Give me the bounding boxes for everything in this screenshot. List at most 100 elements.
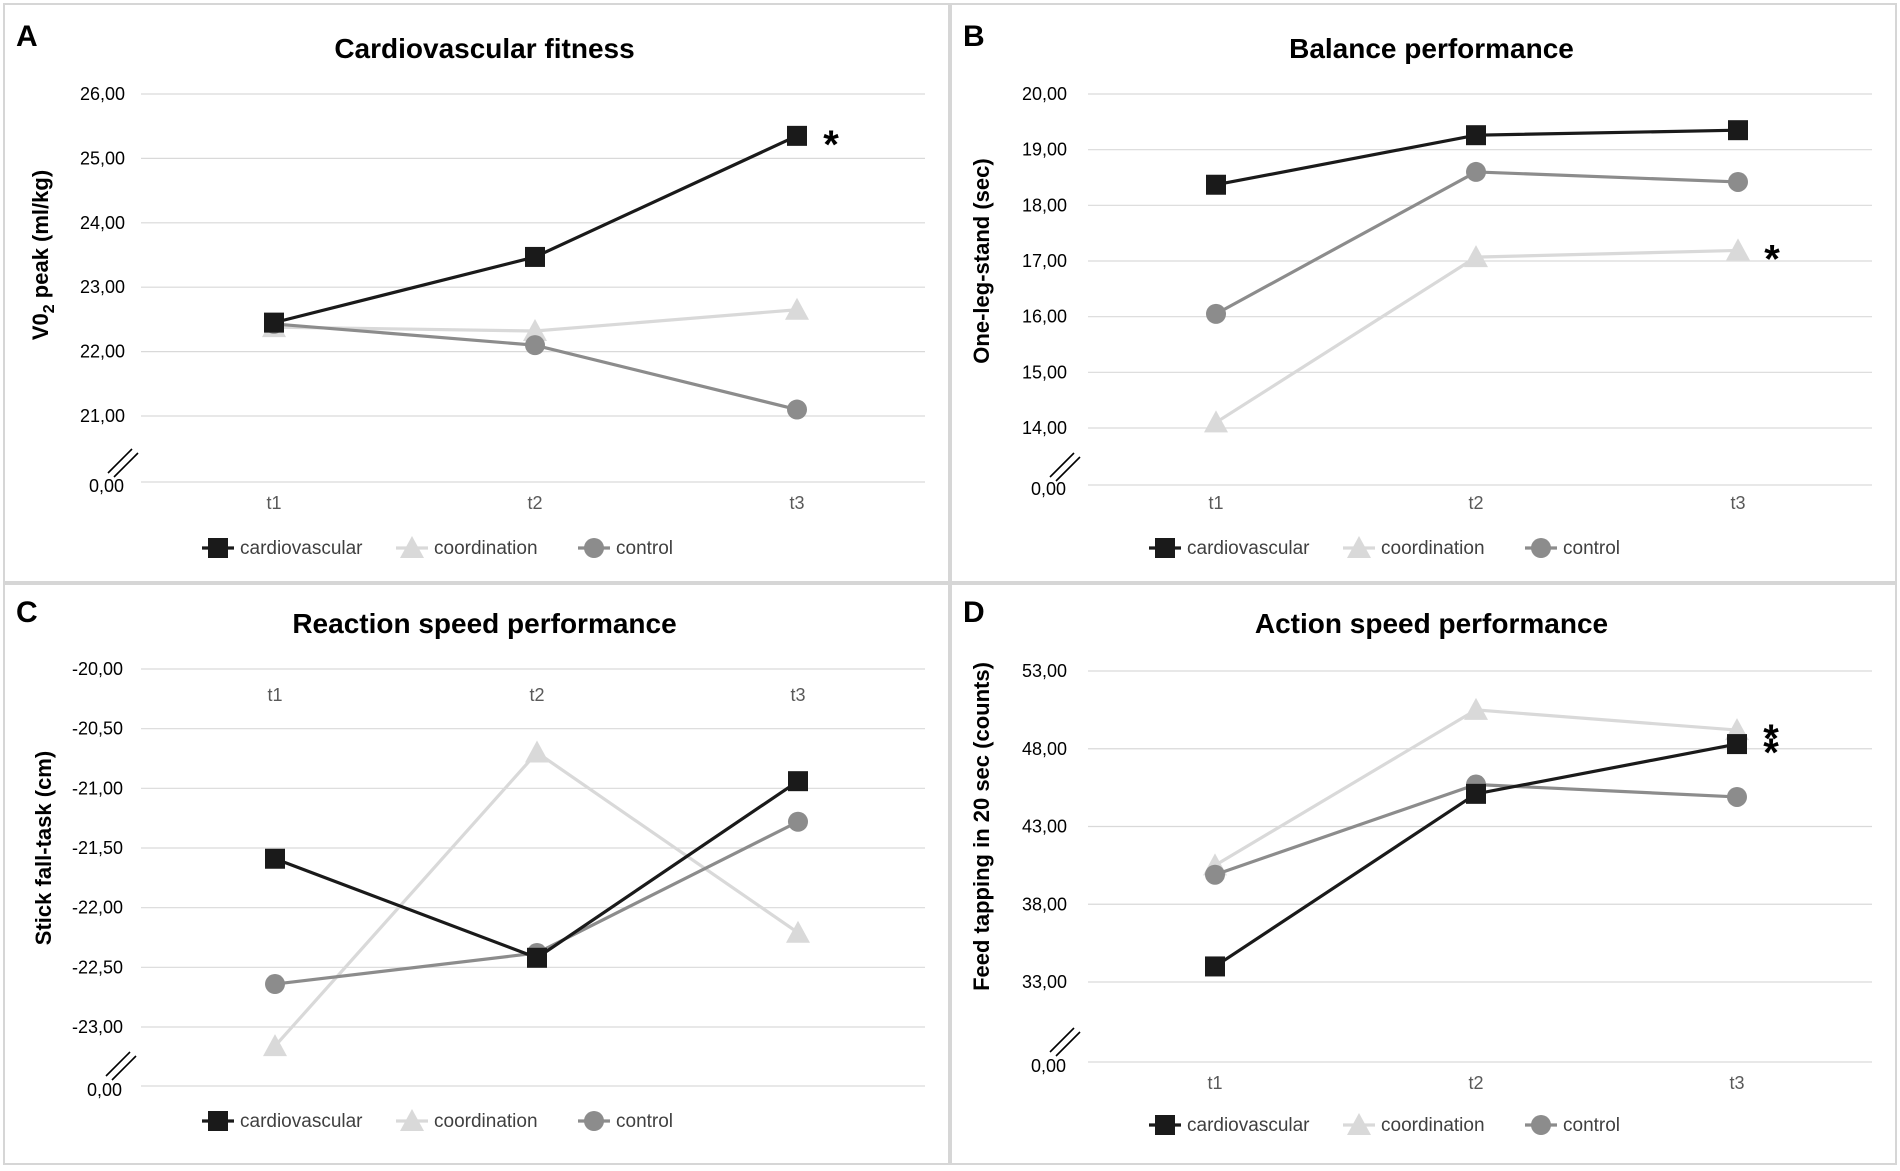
legend-label: control (1563, 538, 1620, 559)
y-tick-label: 43,00 (1022, 817, 1067, 837)
x-tick-label: t2 (1468, 493, 1483, 513)
y-tick-label: 48,00 (1022, 739, 1067, 759)
legend-item-cardiovascular: cardiovascular (202, 1111, 363, 1132)
y-tick-label: -22,00 (72, 898, 123, 918)
chart-title: Action speed performance (1255, 608, 1608, 639)
panel-letter: D (963, 596, 985, 629)
legend-swatch-marker (584, 1111, 604, 1131)
data-point-coordination (1726, 238, 1750, 261)
y-tick-label: 20,00 (1022, 84, 1067, 104)
axis-break-mark (1049, 452, 1075, 478)
data-point-cardiovascular (527, 947, 547, 968)
y-tick-label: -22,50 (72, 957, 123, 977)
legend-label: coordination (1381, 1115, 1485, 1136)
legend-swatch-marker (1347, 1113, 1371, 1135)
legend-item-coordination: coordination (396, 536, 538, 559)
panel-frame (3, 3, 950, 583)
y-tick-label: -21,50 (72, 838, 123, 858)
legend-label: coordination (434, 538, 538, 559)
legend-label: coordination (434, 1111, 538, 1132)
legend-item-coordination: coordination (1343, 536, 1485, 559)
significance-marker: * (1763, 731, 1779, 775)
y-tick-label: 22,00 (80, 342, 125, 362)
x-tick-label: t3 (1730, 493, 1745, 513)
legend-swatch-marker (400, 536, 424, 558)
legend-item-coordination: coordination (1343, 1113, 1485, 1136)
axis-break-mark (107, 448, 133, 474)
panel-frame (950, 583, 1897, 1165)
legend-swatch-marker (1155, 538, 1175, 558)
data-point-cardiovascular (1466, 783, 1486, 804)
significance-marker: * (1764, 237, 1780, 281)
y-axis-label: Stick fall-task (cm) (31, 751, 56, 945)
legend-item-cardiovascular: cardiovascular (1149, 1115, 1310, 1136)
legend-label: cardiovascular (240, 1111, 363, 1132)
x-tick-label: t1 (1208, 493, 1223, 513)
chart-panel-b: B Balance performance 20,00 19,00 18,00 17,00… (950, 3, 1897, 583)
y-tick-label-zero: 0,00 (1031, 479, 1066, 499)
legend-label: cardiovascular (1187, 538, 1310, 559)
data-point-cardiovascular (264, 312, 284, 333)
chart-title: Balance performance (1289, 33, 1574, 64)
y-tick-label: -20,50 (72, 719, 123, 739)
legend-label: control (1563, 1115, 1620, 1136)
y-tick-label-zero: 0,00 (1031, 1056, 1066, 1076)
data-point-coordination (263, 1034, 287, 1057)
legend-item-control: control (578, 538, 673, 559)
data-point-cardiovascular (1728, 120, 1748, 141)
legend-item-coordination: coordination (396, 1109, 538, 1132)
legend-item-control: control (1525, 538, 1620, 559)
data-point-coordination (1204, 410, 1228, 433)
x-tick-label: t3 (1729, 1073, 1744, 1093)
legend-item-cardiovascular: cardiovascular (202, 538, 363, 559)
panel-letter: B (963, 20, 985, 53)
legend-swatch-marker (1347, 536, 1371, 558)
significance-marker: * (823, 123, 839, 167)
data-point-coordination (785, 297, 809, 320)
y-tick-label: -20,00 (72, 659, 123, 679)
legend-label: control (616, 1111, 673, 1132)
data-point-control (1466, 161, 1486, 182)
legend-label: coordination (1381, 538, 1485, 559)
chart-title: Cardiovascular fitness (334, 33, 634, 64)
legend-swatch-marker (400, 1109, 424, 1131)
data-point-coordination (1464, 697, 1488, 720)
data-point-cardiovascular (1727, 734, 1747, 755)
y-tick-label: 18,00 (1022, 195, 1067, 215)
axis-break-mark (111, 1055, 137, 1081)
panel-letter: C (16, 596, 38, 629)
y-tick-label: 24,00 (80, 213, 125, 233)
data-point-control (1727, 786, 1747, 807)
x-tick-label: t3 (789, 493, 804, 513)
chart-title: Reaction speed performance (292, 608, 676, 639)
data-point-cardiovascular (787, 125, 807, 146)
y-tick-label: 26,00 (80, 84, 125, 104)
data-point-control (1728, 171, 1748, 192)
x-tick-label: t1 (267, 685, 282, 705)
y-tick-label: 21,00 (80, 406, 125, 426)
y-tick-label: 17,00 (1022, 251, 1067, 271)
y-tick-label: 19,00 (1022, 140, 1067, 160)
axis-break-mark (105, 1051, 131, 1077)
legend-item-control: control (1525, 1115, 1620, 1136)
legend-swatch-marker (1531, 1115, 1551, 1135)
y-tick-label: 16,00 (1022, 307, 1067, 327)
data-point-control (1205, 864, 1225, 885)
data-point-cardiovascular (525, 246, 545, 267)
y-tick-label: 25,00 (80, 148, 125, 168)
y-tick-label: 14,00 (1022, 418, 1067, 438)
data-point-control (788, 811, 808, 832)
x-tick-label: t2 (529, 685, 544, 705)
x-tick-label: t1 (266, 493, 281, 513)
chart-panel-a: A Cardiovascular fitness 26,00 25,00 24,00 23… (3, 3, 950, 583)
data-point-cardiovascular (1205, 956, 1225, 977)
y-tick-label: 38,00 (1022, 894, 1067, 914)
axis-break-mark (1055, 456, 1081, 482)
legend-label: control (616, 538, 673, 559)
y-axis-label: V02 peak (ml/kg) (28, 170, 58, 340)
data-point-coordination (523, 318, 547, 341)
data-point-control (265, 974, 285, 995)
data-point-cardiovascular (1206, 174, 1226, 195)
y-tick-label: -21,00 (72, 778, 123, 798)
